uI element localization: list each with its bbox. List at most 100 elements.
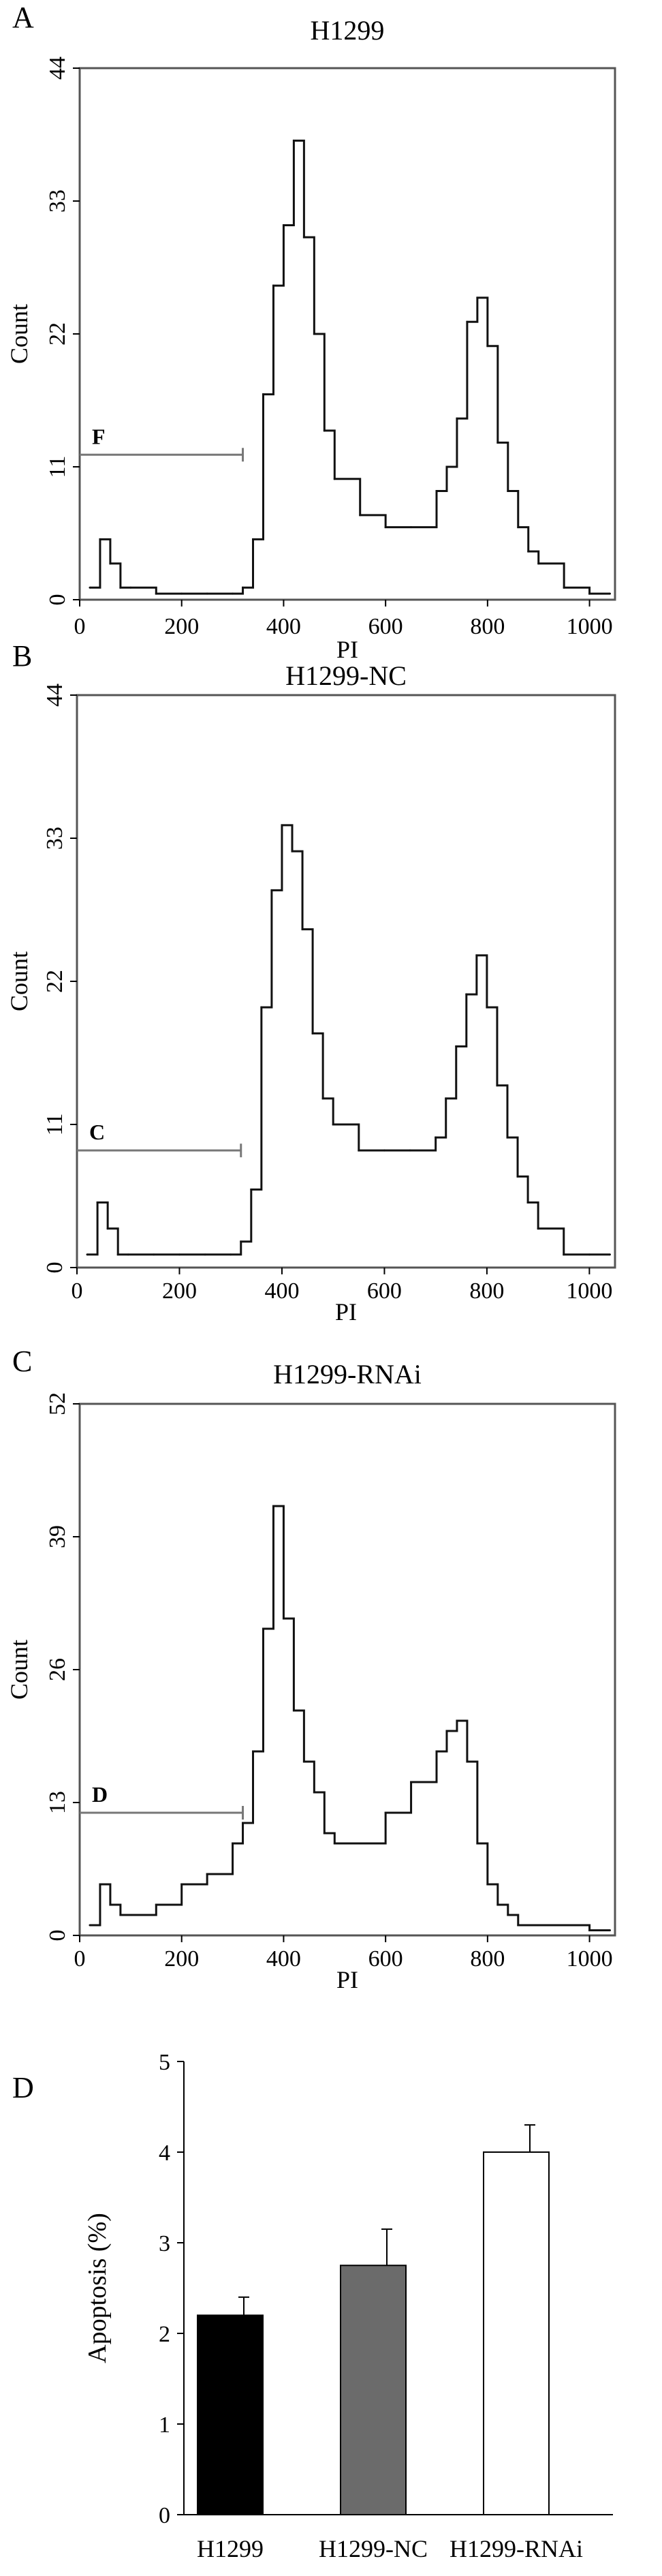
data-point: [109, 1903, 112, 1906]
data-point: [486, 1006, 488, 1009]
data-point: [262, 1627, 264, 1630]
y-tick-label: 44: [45, 57, 70, 80]
data-point: [242, 586, 245, 589]
data-point: [563, 586, 565, 589]
panel-label: A: [12, 1, 34, 34]
x-tick-label: 400: [266, 1946, 301, 1972]
data-point: [180, 1883, 183, 1886]
data-point: [272, 1505, 274, 1507]
data-point: [252, 1750, 255, 1753]
data-point: [588, 1929, 591, 1931]
y-tick-label: 22: [42, 970, 67, 993]
data-point: [119, 1914, 122, 1916]
y-tick-label: 26: [45, 1658, 70, 1681]
data-point: [496, 1903, 499, 1906]
data-point: [232, 1842, 234, 1845]
data-point: [129, 1914, 132, 1916]
category-label: H1299-RNAi: [450, 2535, 583, 2562]
data-point: [527, 550, 530, 553]
x-tick-label: 1000: [567, 614, 613, 639]
y-tick-label: 33: [42, 827, 67, 850]
data-point: [119, 586, 122, 589]
data-point: [563, 1253, 565, 1256]
data-point: [516, 1175, 519, 1178]
data-point: [109, 562, 112, 565]
y-tick-label: 5: [159, 2050, 170, 2075]
data-point: [517, 1924, 520, 1927]
y-axis-label: Count: [5, 951, 33, 1011]
gate-label: F: [92, 424, 106, 448]
data-point: [313, 333, 315, 335]
y-tick-label: 0: [45, 594, 70, 606]
y-tick-label: 11: [42, 1114, 67, 1136]
data-point: [292, 1709, 295, 1712]
x-tick-label: 600: [367, 1278, 402, 1304]
data-point: [608, 1253, 611, 1256]
histogram-panel-b: B H1299-NC 0 11 22 33 44 0 200 400 600 800 1000 PI Cou…: [5, 639, 616, 1325]
x-axis-label: PI: [336, 1966, 358, 1993]
data-point: [99, 1883, 101, 1886]
data-point: [313, 1791, 315, 1794]
data-point: [323, 429, 326, 432]
data-point: [252, 538, 255, 540]
data-point: [178, 1253, 180, 1256]
y-tick-label: 4: [159, 2141, 170, 2166]
data-point: [230, 1253, 232, 1256]
data-point: [323, 1832, 326, 1835]
data-point: [475, 954, 478, 957]
data-point: [466, 320, 469, 323]
x-tick-label: 600: [368, 1946, 403, 1972]
x-tick-label: 200: [162, 1278, 197, 1304]
x-tick-label: 0: [74, 1946, 86, 1972]
data-point: [445, 465, 448, 468]
bar-panel-d: D 0 1 2 3 4 5 Apoptosis (%) H1299 H1299-NC H1299-R…: [12, 2050, 613, 2562]
data-point: [537, 562, 540, 565]
data-point: [292, 139, 295, 142]
x-tick-label: 0: [72, 1278, 83, 1304]
chart-title: H1299-NC: [285, 660, 407, 691]
data-point: [281, 824, 283, 827]
data-point: [384, 526, 387, 529]
data-point: [333, 478, 336, 480]
category-label: H1299-NC: [319, 2535, 428, 2562]
data-point: [507, 1914, 509, 1916]
histogram-trace: [87, 824, 610, 1256]
data-point: [445, 1730, 448, 1732]
plot-frame: [78, 67, 616, 601]
x-tick-label: 200: [164, 1946, 199, 1972]
data-point: [456, 417, 458, 420]
data-point: [204, 1253, 206, 1256]
data-point: [240, 1240, 242, 1243]
plot-frame: [78, 1402, 616, 1937]
data-point: [155, 1903, 157, 1906]
category-label: H1299: [197, 2535, 264, 2562]
data-point: [537, 1227, 539, 1230]
x-tick-label: 400: [264, 1278, 299, 1304]
data-point: [127, 1253, 129, 1256]
x-tick-label: 800: [470, 614, 505, 639]
plot-frame: [76, 694, 616, 1269]
histogram-panel-a: A H1299 0 11 22 33 44 0 200 400 600 800 1000 PI Count F: [5, 1, 616, 663]
y-tick-label: 0: [159, 2503, 170, 2528]
data-point: [359, 514, 362, 517]
y-tick-label: 3: [159, 2231, 170, 2256]
data-point: [410, 526, 413, 529]
data-point: [563, 1924, 565, 1927]
data-point: [332, 1123, 334, 1126]
x-tick-label: 1000: [566, 1278, 612, 1304]
data-point: [506, 1136, 509, 1139]
data-point: [272, 284, 274, 287]
gate-label: C: [89, 1120, 105, 1144]
y-axis-label: Count: [5, 1640, 33, 1700]
gate-label: D: [92, 1782, 108, 1807]
x-tick-label: 600: [368, 614, 403, 639]
x-axis-label: PI: [335, 1298, 357, 1325]
y-tick-label: 11: [45, 456, 70, 478]
data-point: [153, 1253, 155, 1256]
bar: [483, 2151, 550, 2515]
data-point: [517, 526, 520, 529]
data-point: [465, 993, 468, 996]
data-point: [384, 1811, 387, 1814]
data-point: [496, 1084, 499, 1087]
